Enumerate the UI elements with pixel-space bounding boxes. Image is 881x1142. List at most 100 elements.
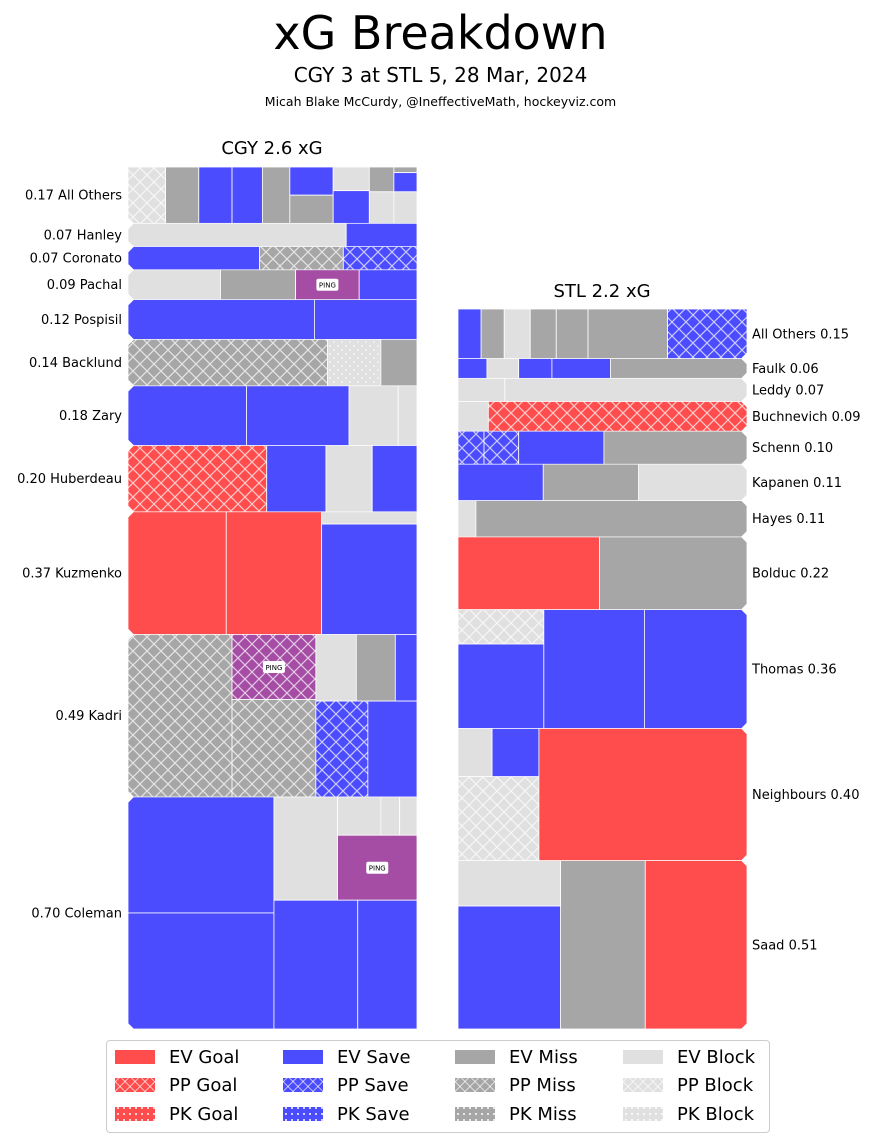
shot-ev-goal	[225, 511, 323, 635]
shot-ev-save	[314, 299, 417, 340]
legend-swatch	[283, 1078, 323, 1092]
player-row-coronato: 0.07 Coronato	[30, 246, 417, 270]
shot-ev-save	[551, 358, 611, 379]
legend-item-ev-miss: EV Miss	[455, 1044, 578, 1070]
player-label: Leddy 0.07	[752, 383, 824, 398]
shot-hatch-pp	[458, 431, 485, 465]
player-row-pospisil: 0.12 Pospisil	[41, 299, 417, 340]
shot-ev-miss	[560, 860, 646, 1029]
player-row-hayes: Hayes 0.11	[458, 500, 825, 537]
legend-item-pk-block: PK Block	[623, 1101, 754, 1127]
shot-ev-save	[458, 309, 482, 359]
player-label: Buchnevich 0.09	[752, 410, 861, 425]
legend-label: PK Goal	[169, 1103, 239, 1125]
shot-ev-block	[397, 385, 417, 446]
shot-hatch-pp	[458, 609, 544, 645]
player-label: 0.07 Coronato	[30, 252, 122, 267]
legend-swatch	[115, 1050, 155, 1064]
player-label: 0.70 Coleman	[31, 906, 122, 921]
shot-hatch-pp	[128, 167, 166, 224]
legend-item-pk-goal: PK Goal	[115, 1101, 238, 1127]
shot-ev-block	[128, 223, 347, 247]
legend-item-ev-block: EV Block	[623, 1044, 755, 1070]
legend-swatch	[623, 1078, 663, 1092]
shot-ev-miss	[165, 167, 200, 224]
shot-ev-miss	[529, 309, 557, 359]
legend-item-pk-miss: PK Miss	[455, 1101, 577, 1127]
legend: EV Goal EV Save EV Miss EV Block PP Goal PP S…	[106, 1040, 770, 1133]
legend-item-ev-save: EV Save	[283, 1044, 411, 1070]
shot-ev-miss	[480, 309, 505, 359]
shot-ev-miss	[368, 167, 395, 193]
player-label: 0.17 All Others	[25, 189, 122, 204]
player-row-neighbours: Neighbours 0.40	[458, 728, 859, 861]
shot-ev-goal	[458, 536, 601, 610]
shot-ev-block	[486, 358, 520, 379]
shot-hatch-pp	[458, 776, 539, 861]
player-label: Saad 0.51	[752, 938, 818, 953]
shot-ev-save	[543, 609, 645, 729]
shot-ev-miss	[587, 309, 668, 359]
legend-label: PK Miss	[509, 1103, 577, 1125]
legend-item-pp-save: PP Save	[283, 1072, 409, 1098]
shot-ev-save	[198, 167, 233, 224]
post-tag-background	[262, 660, 285, 673]
legend-swatch	[455, 1107, 495, 1121]
legend-swatch	[623, 1050, 663, 1064]
shot-ev-block	[458, 728, 493, 778]
shot-ev-save	[518, 358, 553, 379]
shot-ev-miss	[555, 309, 589, 359]
team-treemap-stl: All Others 0.15 Faulk 0.06 Leddy 0.07 Buchn…	[458, 309, 861, 1029]
legend-swatch	[283, 1107, 323, 1121]
shot-ev-block	[504, 378, 747, 402]
shot-ev-save	[128, 246, 260, 270]
shot-ev-block	[321, 511, 417, 525]
shot-ev-block	[638, 464, 747, 501]
legend-swatch	[283, 1050, 323, 1064]
shot-ev-save	[367, 700, 417, 797]
shot-ev-goal	[538, 728, 747, 861]
legend-swatch	[455, 1078, 495, 1092]
shot-ev-save	[128, 385, 247, 446]
legend-label: EV Block	[677, 1046, 756, 1068]
credit-line: Micah Blake McCurdy, @IneffectiveMath, h…	[264, 94, 617, 109]
legend-label: EV Save	[337, 1046, 411, 1068]
shot-ev-save	[128, 912, 275, 1029]
shot-ev-save	[458, 358, 488, 379]
player-row-kuzmenko: 0.37 Kuzmenko	[22, 511, 417, 635]
post-tag-label: PING	[319, 282, 336, 290]
shot-ev-block	[368, 191, 395, 224]
player-row-leddy: Leddy 0.07	[458, 378, 824, 402]
shot-ev-block	[503, 309, 531, 359]
shot-ev-save	[358, 269, 417, 300]
player-row-coleman: PING 0.70 Coleman	[31, 796, 417, 1029]
shot-ev-goal	[128, 511, 227, 635]
legend-item-pp-block: PP Block	[623, 1072, 753, 1098]
player-row-saad: Saad 0.51	[458, 860, 818, 1029]
player-label: Hayes 0.11	[752, 512, 825, 527]
shot-ev-miss	[542, 464, 640, 501]
player-label: 0.20 Huberdeau	[17, 472, 122, 487]
shot-ev-block	[458, 401, 489, 432]
shot-ev-save	[458, 905, 561, 1029]
shot-ev-save	[128, 796, 275, 914]
shot-hatch-pp	[484, 431, 519, 465]
shot-ev-miss	[220, 269, 297, 300]
xg-treemap-chart: CGY 2.6 xG STL 2.2 xG 0.17 All Others 0.0…	[17, 138, 861, 1029]
player-label: 0.18 Zary	[59, 409, 122, 424]
shot-ev-block	[128, 269, 221, 300]
shot-ev-save	[458, 464, 544, 501]
legend-swatch	[115, 1107, 155, 1121]
shot-ev-save	[266, 445, 327, 512]
shot-ev-block	[325, 445, 373, 512]
shot-ev-block	[337, 796, 382, 836]
shot-ev-save	[458, 643, 545, 729]
shot-ev-save	[128, 299, 315, 340]
player-label: All Others 0.15	[752, 327, 849, 342]
shot-ev-save	[393, 172, 417, 193]
post-tag-label: PING	[265, 664, 282, 672]
player-label: 0.37 Kuzmenko	[22, 567, 122, 582]
player-label: Neighbours 0.40	[752, 788, 859, 803]
player-row-schenn: Schenn 0.10	[458, 431, 833, 465]
player-row-pachal: PING 0.09 Pachal	[47, 269, 417, 300]
